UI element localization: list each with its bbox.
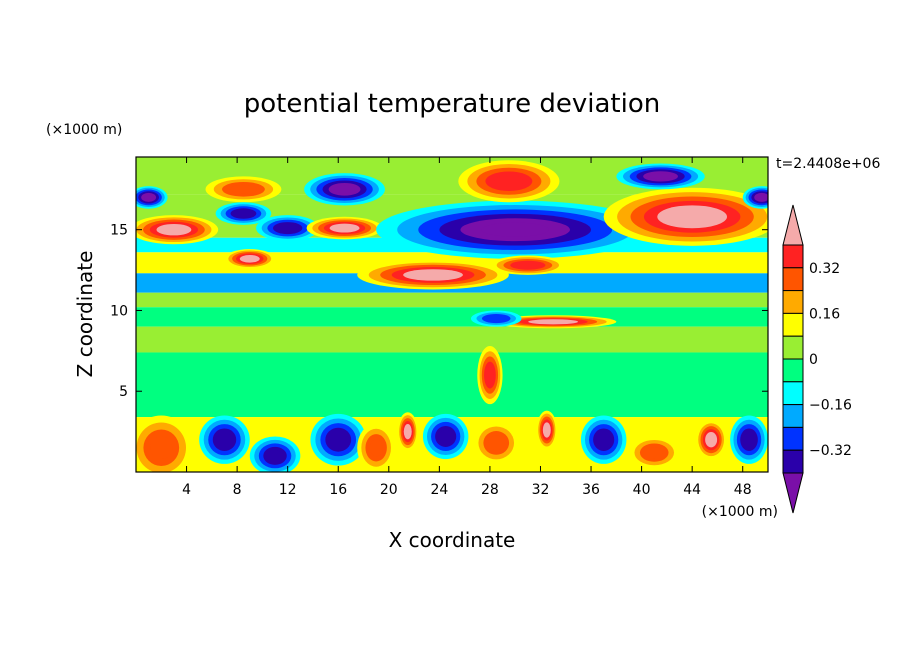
anomaly-3-level-4 <box>235 210 252 217</box>
anomaly-1-level-5 <box>163 226 185 234</box>
anomaly-25-level-3 <box>488 435 505 451</box>
colorbar-segment <box>782 335 804 360</box>
anomaly-12-level-5 <box>757 194 767 201</box>
anomaly-27-level-4 <box>597 432 611 447</box>
x-tick-label: 4 <box>182 482 191 498</box>
anomaly-17-level-4 <box>486 366 494 384</box>
colorbar-segment <box>782 358 804 383</box>
background-band-8 <box>136 352 768 418</box>
x-tick-label: 40 <box>633 482 651 498</box>
anomaly-28-level-3 <box>645 446 664 459</box>
colorbar-extend-min <box>782 472 804 514</box>
anomaly-23-level-5 <box>405 426 411 437</box>
colorbar-label: 0 <box>809 352 818 368</box>
colorbar-label: 0.16 <box>809 306 840 322</box>
x-tick-label: 32 <box>532 482 550 498</box>
x-tick-label: 12 <box>279 482 297 498</box>
contour-field <box>136 157 768 472</box>
colorbar-extend-max <box>782 204 804 246</box>
anomaly-7-level-5 <box>243 256 256 262</box>
y-axis-ticks: 5 10 15 <box>110 223 768 400</box>
anomaly-30-level-4 <box>743 432 755 447</box>
background-band-6 <box>136 307 768 327</box>
chart-title: potential temperature deviation <box>244 89 660 119</box>
anomaly-6-level-5 <box>335 225 354 231</box>
colorbar-segment <box>782 449 804 474</box>
background-band-7 <box>136 326 768 353</box>
anomaly-13-level-5 <box>414 271 452 279</box>
anomaly-11-level-5 <box>649 173 672 180</box>
x-tick-label: 36 <box>582 482 600 498</box>
colorbar-label: −0.32 <box>809 443 852 459</box>
x-axis-ticks: 4 8 12 16 20 24 28 32 36 40 44 48 <box>182 157 752 498</box>
anomaly-21-level-4 <box>330 432 347 448</box>
colorbar-segment <box>782 244 804 269</box>
x-tick-label: 48 <box>734 482 752 498</box>
anomaly-5-level-5 <box>334 185 355 194</box>
x-axis-unit: (×1000 m) <box>702 504 778 520</box>
y-axis-title: Z coordinate <box>73 251 97 378</box>
anomaly-19-level-4 <box>217 432 232 447</box>
time-label: t=2.4408e+06 <box>776 156 880 172</box>
colorbar-label: 0.32 <box>809 261 840 277</box>
anomaly-2-level-3 <box>230 184 257 194</box>
colorbar-label: −0.16 <box>809 398 852 414</box>
anomaly-4-level-4 <box>278 224 297 232</box>
colorbar-segment <box>782 267 804 292</box>
anomaly-26-level-5 <box>544 425 550 435</box>
x-tick-label: 28 <box>481 482 499 498</box>
y-tick-label: 5 <box>119 384 128 400</box>
y-axis-unit: (×1000 m) <box>46 122 122 138</box>
background-band-5 <box>136 292 768 308</box>
colorbar: 0.32 0.16 0 −0.16 −0.32 <box>782 204 852 514</box>
anomaly-29-level-5 <box>707 434 715 445</box>
colorbar-segment <box>782 426 804 451</box>
anomaly-9-level-4 <box>494 175 524 188</box>
anomaly-24-level-4 <box>439 430 453 443</box>
anomaly-18-level-3 <box>150 436 173 460</box>
colorbar-segment <box>782 312 804 337</box>
x-tick-label: 16 <box>329 482 347 498</box>
anomaly-10-level-5 <box>670 209 714 224</box>
x-tick-label: 24 <box>430 482 448 498</box>
anomaly-15-level-5 <box>537 320 569 324</box>
plot-frame <box>135 156 769 473</box>
x-tick-label: 8 <box>233 482 242 498</box>
x-tick-label: 20 <box>380 482 398 498</box>
colorbar-segment <box>782 404 804 428</box>
anomaly-14-level-4 <box>517 262 539 268</box>
x-axis-title: X coordinate <box>389 528 516 552</box>
colorbar-segment <box>782 381 804 406</box>
anomaly-8-level-5 <box>481 222 549 237</box>
y-tick-label: 10 <box>110 303 128 319</box>
x-tick-label: 44 <box>683 482 701 498</box>
y-tick-label: 15 <box>110 223 128 239</box>
colorbar-segment <box>782 290 804 314</box>
anomaly-16-level-3 <box>487 315 506 322</box>
anomaly-0-level-5 <box>144 194 154 201</box>
anomaly-20-level-4 <box>267 450 283 462</box>
anomaly-22-level-3 <box>369 439 383 457</box>
